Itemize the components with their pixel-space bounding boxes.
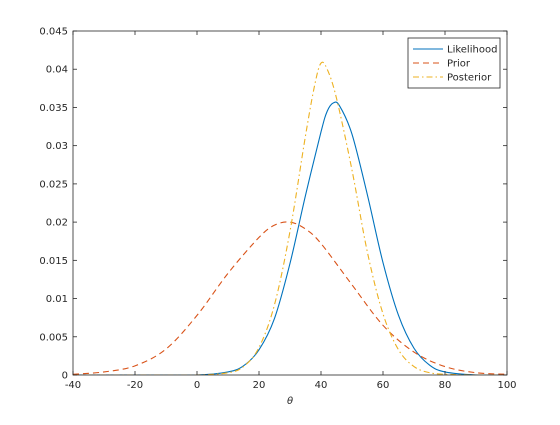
series-line-prior [73, 221, 507, 375]
x-axis-label: θ [287, 396, 293, 407]
series-layer [73, 61, 507, 375]
y-axis: 0 0.005 0.01 0.015 0.02 0.025 0.03 0.035 0.04 0.0… [39, 27, 507, 382]
y-tick-label: 0.01 [46, 294, 68, 305]
y-tick-label: 0.03 [46, 141, 68, 152]
x-tick-label: 60 [377, 380, 390, 391]
x-axis: -40 -20 0 20 40 60 80 100 [65, 31, 517, 391]
y-tick-label: 0.04 [46, 65, 68, 76]
y-tick-label: 0.005 [39, 332, 68, 343]
legend-entry: Likelihood [447, 45, 497, 56]
legend-entry: Prior [447, 59, 471, 70]
y-tick-label: 0.015 [39, 256, 68, 267]
x-tick-label: 40 [315, 380, 328, 391]
series-line-posterior [73, 61, 507, 375]
y-tick-label: 0.035 [39, 103, 68, 114]
x-tick-label: -20 [127, 380, 143, 391]
legend-entry: Posterior [447, 73, 492, 84]
y-tick-label: 0 [62, 371, 68, 382]
plot-box [72, 30, 508, 376]
series-line-likelihood [73, 101, 507, 375]
legend: Likelihood Prior Posterior [407, 37, 501, 89]
x-tick-label: 100 [497, 380, 516, 391]
x-tick-label: 20 [253, 380, 266, 391]
x-tick-label: 80 [439, 380, 452, 391]
y-tick-label: 0.045 [39, 27, 68, 38]
y-tick-label: 0.02 [46, 218, 68, 229]
y-tick-label: 0.025 [39, 179, 68, 190]
x-tick-label: 0 [194, 380, 200, 391]
x-tick-label: -40 [65, 380, 81, 391]
